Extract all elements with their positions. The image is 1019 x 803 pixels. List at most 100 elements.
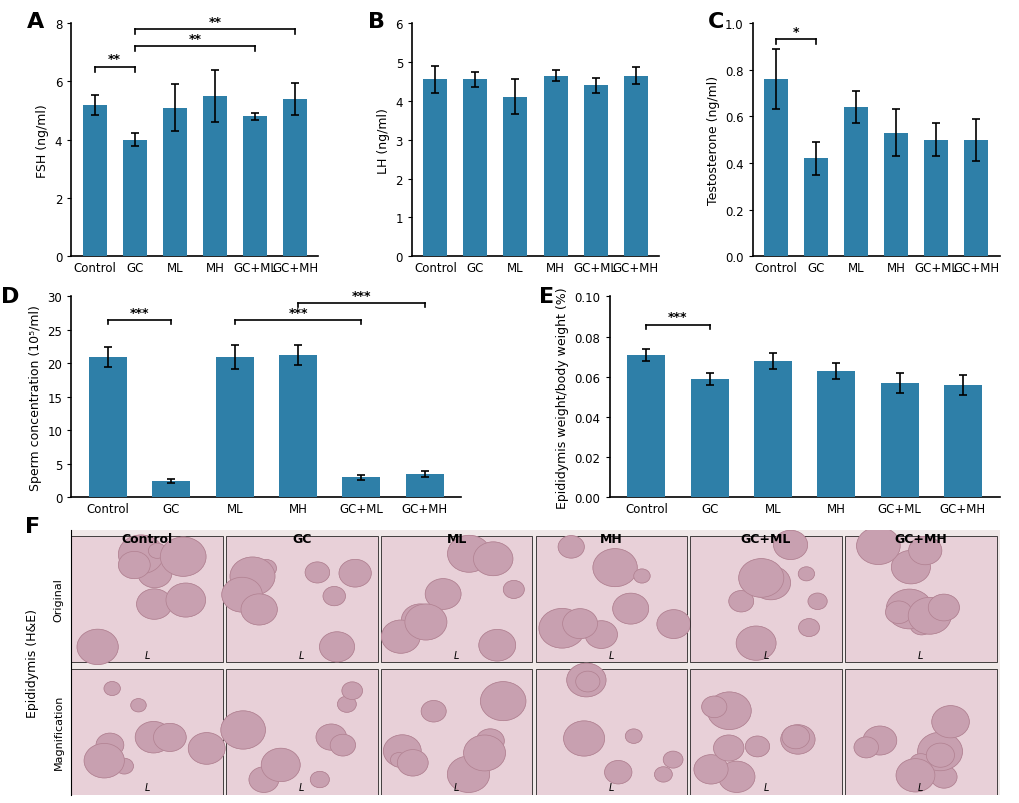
Circle shape	[656, 610, 690, 638]
Y-axis label: Testosterone (ng/ml): Testosterone (ng/ml)	[706, 76, 718, 205]
Circle shape	[502, 581, 524, 599]
Circle shape	[575, 671, 599, 692]
FancyBboxPatch shape	[226, 669, 377, 795]
Text: L: L	[917, 782, 922, 793]
Text: **: **	[108, 53, 121, 67]
Bar	[163, 108, 186, 257]
Text: L: L	[608, 782, 613, 793]
Bar	[623, 76, 647, 257]
Circle shape	[562, 609, 597, 639]
Circle shape	[917, 732, 962, 771]
Bar	[543, 76, 567, 257]
Circle shape	[930, 766, 956, 789]
Bar	[923, 141, 948, 257]
Circle shape	[478, 630, 516, 661]
FancyBboxPatch shape	[380, 536, 532, 662]
Circle shape	[77, 630, 118, 665]
Circle shape	[473, 542, 513, 576]
Bar	[282, 100, 307, 257]
Circle shape	[221, 711, 265, 749]
Bar	[503, 98, 527, 257]
Bar	[83, 105, 107, 257]
Circle shape	[305, 562, 329, 583]
Circle shape	[772, 531, 807, 560]
Text: ***: ***	[129, 306, 150, 320]
FancyBboxPatch shape	[71, 669, 223, 795]
Circle shape	[557, 536, 584, 558]
Bar	[690, 379, 728, 498]
Circle shape	[807, 593, 826, 609]
Circle shape	[798, 619, 818, 637]
Circle shape	[585, 621, 616, 649]
Circle shape	[856, 528, 900, 565]
Text: GC+MH: GC+MH	[894, 532, 947, 545]
Bar	[816, 371, 854, 498]
Circle shape	[476, 729, 503, 753]
Bar	[122, 141, 147, 257]
Circle shape	[662, 752, 683, 768]
Circle shape	[782, 725, 809, 749]
Circle shape	[538, 609, 585, 648]
Bar	[342, 478, 380, 498]
FancyBboxPatch shape	[535, 536, 687, 662]
Circle shape	[249, 767, 278, 793]
Bar	[844, 108, 867, 257]
Text: E: E	[539, 287, 554, 307]
Circle shape	[160, 537, 206, 577]
Bar	[89, 357, 127, 498]
Circle shape	[104, 682, 120, 695]
FancyBboxPatch shape	[535, 669, 687, 795]
Text: L: L	[453, 782, 459, 793]
Circle shape	[390, 752, 407, 767]
FancyBboxPatch shape	[690, 669, 841, 795]
Circle shape	[592, 549, 637, 587]
Text: ***: ***	[667, 311, 687, 324]
Text: F: F	[25, 517, 40, 536]
Circle shape	[798, 567, 814, 581]
Circle shape	[148, 544, 166, 559]
Circle shape	[780, 725, 814, 754]
Text: L: L	[608, 650, 613, 660]
Circle shape	[738, 559, 783, 597]
Text: ***: ***	[288, 306, 308, 320]
Circle shape	[130, 699, 146, 712]
Circle shape	[118, 536, 163, 574]
Bar	[243, 117, 267, 257]
FancyBboxPatch shape	[844, 669, 996, 795]
Bar	[406, 475, 443, 498]
Circle shape	[341, 682, 362, 699]
Text: L: L	[299, 650, 305, 660]
Text: D: D	[1, 287, 19, 307]
Bar	[763, 80, 788, 257]
Circle shape	[330, 734, 356, 756]
Circle shape	[717, 761, 754, 793]
Circle shape	[138, 559, 171, 588]
Circle shape	[707, 692, 750, 730]
Circle shape	[909, 615, 932, 635]
Circle shape	[221, 577, 262, 613]
Bar	[583, 86, 607, 257]
Text: *: *	[792, 26, 799, 39]
Circle shape	[319, 632, 355, 662]
Bar	[879, 383, 918, 498]
Text: **: **	[208, 15, 221, 29]
Circle shape	[908, 536, 941, 565]
FancyBboxPatch shape	[690, 536, 841, 662]
Circle shape	[612, 593, 648, 624]
Circle shape	[323, 587, 345, 606]
Text: L: L	[145, 782, 150, 793]
Y-axis label: LH (ng/ml): LH (ng/ml)	[377, 108, 389, 173]
Circle shape	[96, 733, 123, 757]
Circle shape	[153, 724, 186, 752]
Circle shape	[84, 744, 124, 778]
Circle shape	[383, 735, 421, 767]
Circle shape	[136, 722, 172, 753]
Circle shape	[425, 579, 461, 609]
Circle shape	[625, 729, 642, 744]
Circle shape	[566, 727, 583, 742]
Circle shape	[604, 760, 631, 784]
Circle shape	[401, 604, 439, 637]
FancyBboxPatch shape	[844, 536, 996, 662]
Bar	[943, 385, 981, 498]
Text: GC: GC	[291, 532, 311, 545]
